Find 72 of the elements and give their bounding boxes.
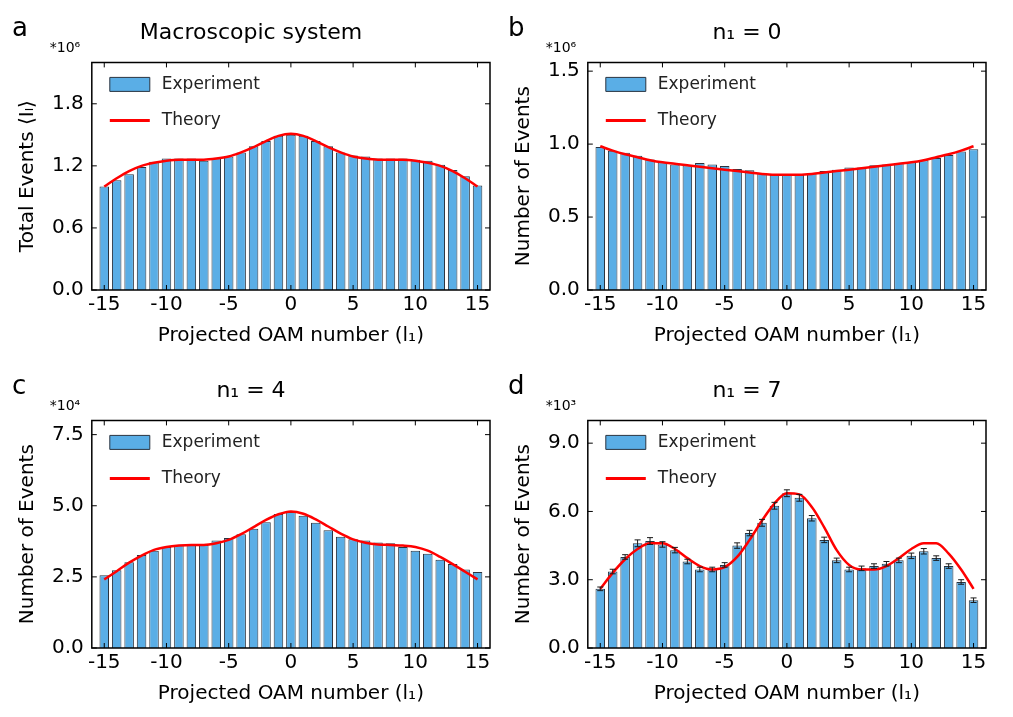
y-axis-title: Number of Events	[14, 444, 39, 625]
y-tick-label: 0.5	[547, 203, 580, 228]
y-tick-label: 1.2	[51, 152, 84, 177]
y-tick-label: 0.0	[51, 276, 84, 301]
y-tick-label: 0.6	[51, 214, 84, 239]
x-axis-title: Projected OAM number (l₁)	[653, 322, 920, 347]
x-tick-label: 15	[464, 291, 491, 316]
legend-label: Theory	[160, 108, 221, 129]
text: b	[508, 12, 525, 42]
y-tick-label: 3.0	[547, 565, 580, 590]
x-tick-label: -15	[87, 649, 121, 674]
legend-label: Theory	[656, 466, 717, 487]
chart-title: n₁ = 4	[216, 376, 286, 402]
x-tick-label: -5	[714, 291, 735, 316]
x-tick-label: -5	[714, 649, 735, 674]
legend-label: Experiment	[161, 430, 261, 451]
text: c	[12, 370, 27, 400]
legend-label: Theory	[160, 466, 221, 487]
text: *10⁴	[49, 397, 81, 414]
x-tick-label: -5	[218, 291, 239, 316]
y-tick-label: 7.5	[51, 420, 84, 445]
y-axis-title: Number of Events	[510, 86, 535, 267]
text: a	[12, 12, 28, 42]
chart-title: Macroscopic system	[139, 18, 363, 44]
x-axis-title: Projected OAM number (l₁)	[653, 680, 920, 705]
legend-label: Theory	[656, 108, 717, 129]
text: *10³	[545, 397, 577, 414]
x-tick-label: 0	[780, 291, 794, 316]
text: *10⁶	[545, 39, 577, 56]
x-tick-label: 5	[842, 649, 856, 674]
x-tick-label: 5	[346, 649, 360, 674]
x-tick-label: 10	[402, 649, 429, 674]
legend-label: Experiment	[657, 430, 757, 451]
x-tick-label: -15	[583, 291, 617, 316]
x-tick-label: 15	[960, 291, 987, 316]
y-tick-label: 1.8	[51, 89, 84, 114]
x-tick-label: -10	[150, 291, 183, 316]
x-tick-label: 0	[284, 291, 298, 316]
x-axis-title: Projected OAM number (l₁)	[157, 680, 424, 705]
x-tick-label: 10	[898, 649, 925, 674]
x-tick-label: -5	[218, 649, 239, 674]
y-tick-label: 1.0	[547, 130, 580, 155]
text: d	[508, 370, 525, 400]
x-tick-label: 0	[284, 649, 298, 674]
x-tick-label: -10	[646, 649, 679, 674]
y-tick-label: 0.0	[547, 276, 580, 301]
x-tick-label: -15	[87, 291, 121, 316]
chart-title: n₁ = 7	[712, 376, 782, 402]
x-tick-label: -10	[150, 649, 183, 674]
legend-label: Experiment	[161, 72, 261, 93]
x-tick-label: 5	[346, 291, 360, 316]
x-tick-label: 15	[464, 649, 491, 674]
x-axis-title: Projected OAM number (l₁)	[157, 322, 424, 347]
x-tick-label: 0	[780, 649, 794, 674]
legend-label: Experiment	[657, 72, 757, 93]
text: *10⁶	[49, 39, 81, 56]
x-tick-label: 10	[402, 291, 429, 316]
x-tick-label: -10	[646, 291, 679, 316]
x-tick-label: -15	[583, 649, 617, 674]
y-tick-label: 6.0	[547, 497, 580, 522]
y-tick-label: 9.0	[547, 429, 580, 454]
chart-title: n₁ = 0	[712, 18, 782, 44]
y-axis-title: Number of Events	[510, 444, 535, 625]
x-tick-label: 15	[960, 649, 987, 674]
y-tick-label: 0.0	[547, 634, 580, 659]
x-tick-label: 5	[842, 291, 856, 316]
y-tick-label: 1.5	[547, 57, 580, 82]
y-tick-label: 2.5	[51, 563, 84, 588]
y-tick-label: 0.0	[51, 634, 84, 659]
y-tick-label: 5.0	[51, 491, 84, 516]
x-tick-label: 10	[898, 291, 925, 316]
y-axis-title: Total Events ⟨Iₗ⟩	[14, 100, 39, 254]
